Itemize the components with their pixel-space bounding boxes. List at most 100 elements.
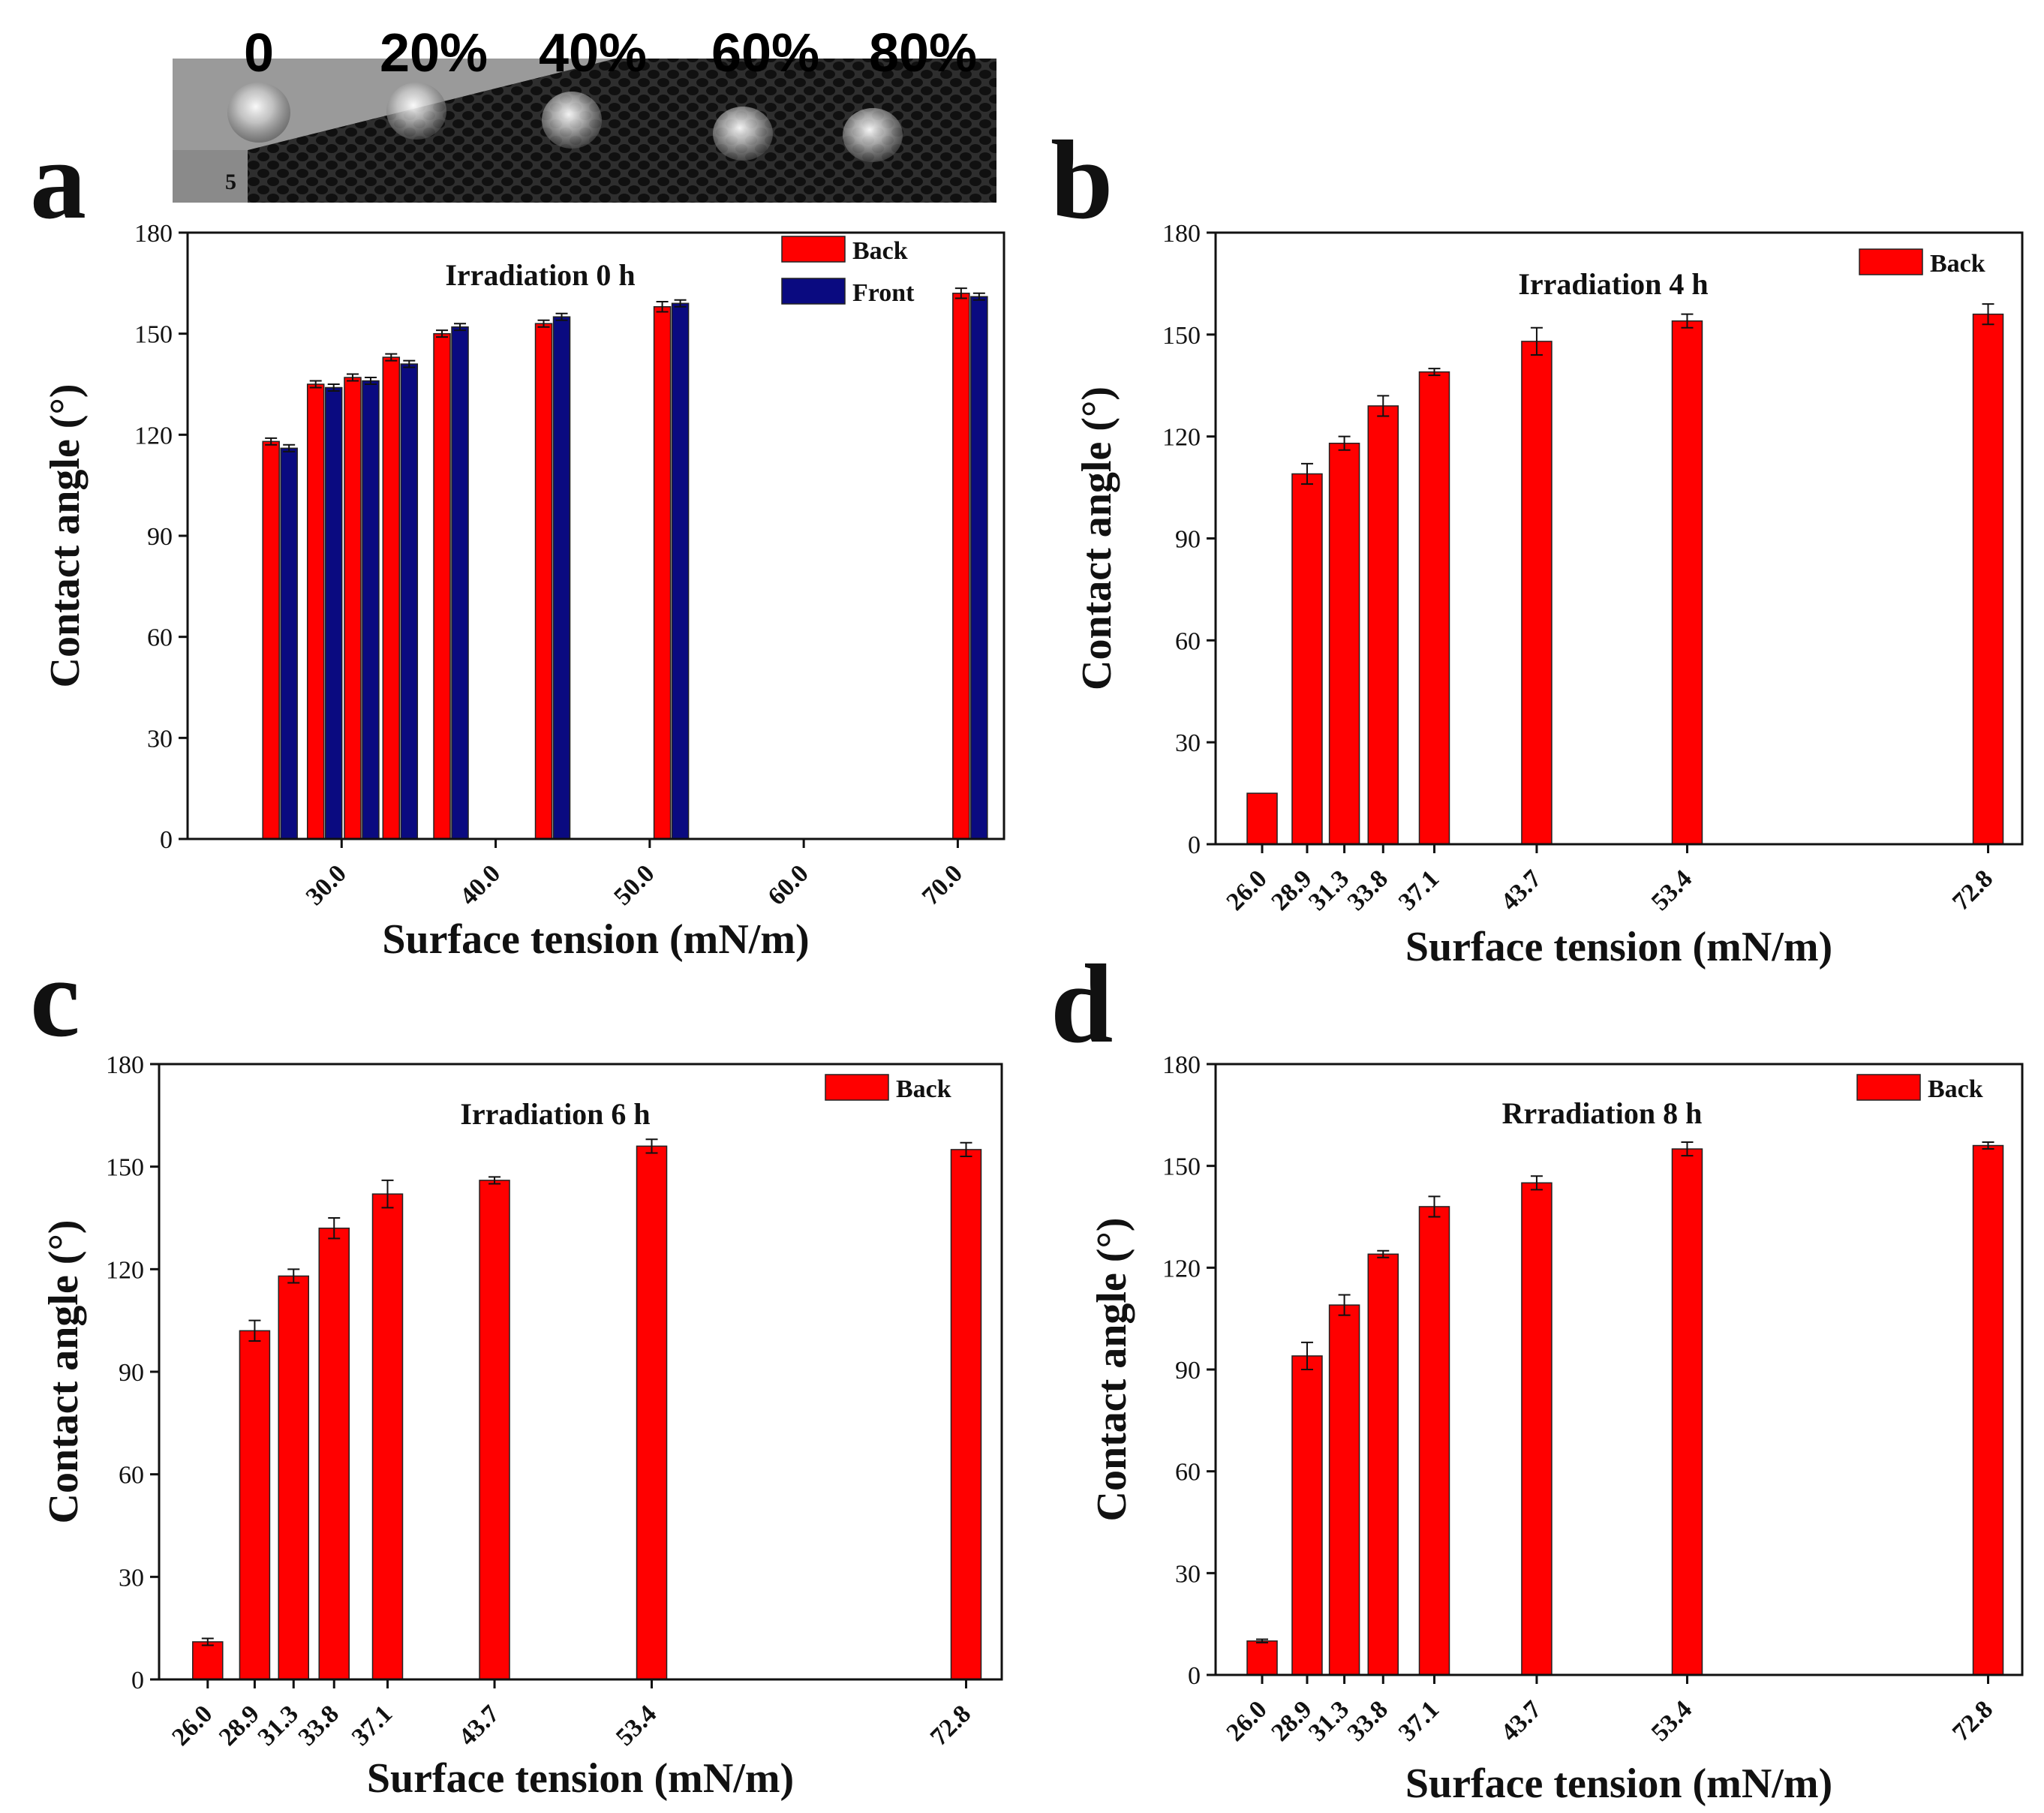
panel-c: c 0 30 60 90 120 150 180 26.028.931.333.8 37.1 43.… <box>30 936 1003 1802</box>
concentration-label-0: 0 <box>244 23 274 83</box>
bar <box>1246 1640 1278 1676</box>
x-tick-label: 43.7 <box>1495 1695 1547 1746</box>
droplet-0 <box>227 83 290 143</box>
x-tick-label: 28.9 <box>214 1700 265 1751</box>
y-tick-label: 120 <box>134 422 173 449</box>
x-tick-label: 31.3 <box>1303 864 1354 916</box>
bar <box>1972 1144 2004 1676</box>
droplet-photo: 5 0 20% 40% 60% 80% <box>173 23 996 203</box>
concentration-label-40: 40% <box>539 23 647 83</box>
x-tick-label: 60.0 <box>763 859 814 910</box>
legend-label: Back <box>852 237 908 265</box>
mesh-surface <box>248 59 996 203</box>
y-tick-label: 180 <box>134 220 173 248</box>
x-axis-title: Surface tension (mN/m) <box>367 1755 794 1802</box>
y-tick-label: 60 <box>1175 1459 1201 1487</box>
panel-letter: d <box>1051 942 1113 1066</box>
y-tick-label: 180 <box>1162 1051 1201 1079</box>
legend-swatch <box>781 278 846 305</box>
bar <box>451 326 469 840</box>
y-tick-label: 60 <box>119 1462 144 1490</box>
bar <box>952 293 970 840</box>
x-tick-label: 72.8 <box>925 1700 976 1751</box>
concentration-label-20: 20% <box>380 23 488 83</box>
x-tick-label: 50.0 <box>609 859 660 910</box>
x-axis-title: Surface tension (mN/m) <box>1405 1760 1832 1807</box>
y-tick-label: 60 <box>1175 627 1201 655</box>
panel-letter: b <box>1051 118 1113 242</box>
y-axis-title: Contact angle (°) <box>42 384 89 688</box>
x-tick-label: 72.8 <box>1947 864 1998 916</box>
bar <box>1328 442 1360 845</box>
bar <box>1521 341 1553 845</box>
x-axis-title: Surface tension (mN/m) <box>382 916 809 963</box>
y-tick-label: 30 <box>1175 729 1201 757</box>
plot-title: Rrradiation 8 h <box>1502 1096 1703 1130</box>
bar <box>1291 473 1323 845</box>
x-tick-label: 53.4 <box>611 1700 662 1751</box>
x-tick-label: 40.0 <box>455 859 506 910</box>
bar <box>318 1227 350 1680</box>
y-tick-label: 0 <box>1188 831 1201 859</box>
x-tick-label: 53.4 <box>1646 864 1697 916</box>
y-tick-label: 150 <box>1162 1153 1201 1181</box>
x-tick-label: 37.1 <box>1393 1695 1444 1746</box>
legend-swatch <box>1856 1074 1921 1101</box>
y-tick-label: 180 <box>106 1051 144 1079</box>
droplet-20 <box>386 83 446 140</box>
y-tick-label: 30 <box>1175 1560 1201 1588</box>
legend-swatch <box>781 236 846 263</box>
bar <box>278 1275 309 1680</box>
bar <box>324 386 343 840</box>
bar <box>1418 371 1450 845</box>
bar <box>371 1193 404 1680</box>
bar <box>362 380 380 840</box>
bar <box>552 316 571 840</box>
bar <box>344 377 362 840</box>
y-axis-title: Contact angle (°) <box>41 1220 87 1524</box>
bar <box>1367 405 1399 845</box>
concentration-label-80: 80% <box>869 23 977 83</box>
x-tick-label: 26.0 <box>1221 1695 1272 1746</box>
bar <box>1246 792 1278 845</box>
y-axis-title: Contact angle (°) <box>1089 1218 1135 1522</box>
bar <box>479 1180 510 1680</box>
x-tick-label: 43.7 <box>1495 864 1547 916</box>
x-tick-label: 53.4 <box>1646 1695 1697 1746</box>
bar <box>970 296 988 840</box>
bar <box>1671 320 1703 845</box>
bar <box>1521 1182 1553 1676</box>
plot-title: Irradiation 6 h <box>460 1097 650 1131</box>
y-tick-label: 90 <box>1175 1357 1201 1385</box>
y-tick-label: 180 <box>1162 220 1201 248</box>
x-tick-label: 37.1 <box>1393 864 1444 916</box>
bar <box>1418 1206 1450 1676</box>
y-tick-label: 150 <box>106 1154 144 1182</box>
panel-letter: a <box>30 118 86 242</box>
legend-label: Back <box>1930 250 1985 278</box>
droplet-80 <box>843 108 903 162</box>
y-tick-label: 90 <box>119 1359 144 1387</box>
x-tick-label: 33.8 <box>1342 864 1393 916</box>
legend-label: Front <box>852 279 915 307</box>
y-tick-label: 0 <box>1188 1662 1201 1690</box>
bar <box>433 332 451 840</box>
y-tick-label: 60 <box>147 624 173 652</box>
y-tick-label: 120 <box>106 1256 144 1284</box>
y-tick-label: 0 <box>160 826 173 854</box>
x-tick-label: 33.8 <box>1342 1695 1393 1746</box>
bar <box>636 1145 668 1680</box>
y-tick-label: 120 <box>1162 1255 1201 1282</box>
x-tick-label: 33.8 <box>293 1700 344 1751</box>
x-tick-label: 26.0 <box>167 1700 218 1751</box>
x-tick-label: 30.0 <box>301 859 352 910</box>
x-tick-label: 43.7 <box>453 1700 504 1751</box>
x-tick-label: 70.0 <box>917 859 968 910</box>
y-tick-label: 30 <box>119 1564 144 1592</box>
plot-title: Irradiation 4 h <box>1518 267 1708 301</box>
bar <box>280 447 298 840</box>
y-tick-label: 150 <box>1162 322 1201 350</box>
